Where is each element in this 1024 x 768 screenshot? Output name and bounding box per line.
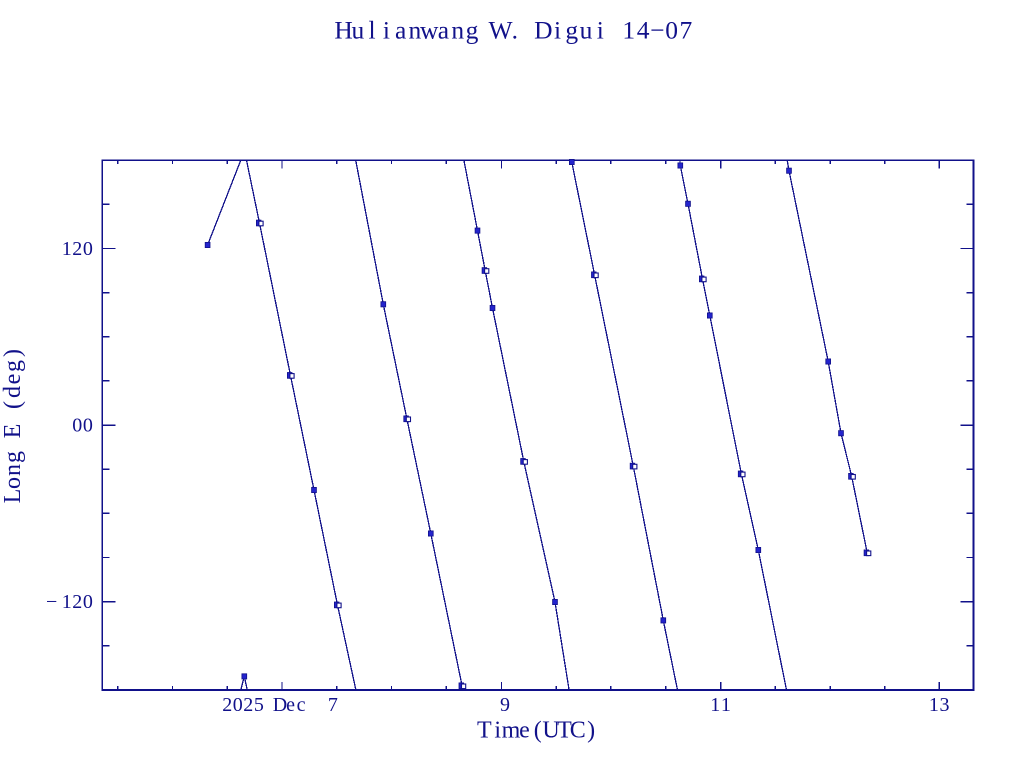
svg-text:L: L [0,489,26,504]
svg-text:(: ( [0,401,26,409]
svg-text:1: 1 [62,238,72,260]
svg-text:l: l [369,16,376,45]
svg-text:−: − [650,16,664,45]
svg-text:): ) [0,349,26,357]
svg-text:(: ( [534,718,542,744]
svg-text:H: H [334,16,352,45]
svg-text:e: e [0,374,26,385]
svg-text:c: c [297,694,306,716]
svg-text:T: T [557,718,572,744]
svg-text:2: 2 [72,238,82,260]
svg-text:a: a [438,16,449,45]
svg-text:9: 9 [500,694,510,716]
svg-text:1: 1 [622,16,635,45]
svg-text:E: E [0,424,26,439]
svg-text:g: g [565,16,578,45]
svg-text:o: o [0,477,26,489]
svg-text:i: i [597,16,604,45]
svg-text:D: D [534,16,552,45]
svg-text:u: u [580,16,593,45]
svg-text:0: 0 [83,238,93,260]
svg-text:i: i [494,718,501,744]
svg-text:g: g [466,16,479,45]
svg-text:7: 7 [328,694,338,716]
svg-text:2: 2 [222,694,232,716]
svg-text:g: g [0,451,26,463]
svg-text:u: u [352,16,365,45]
svg-text:1: 1 [721,694,731,716]
svg-text:1: 1 [62,591,72,613]
svg-text:T: T [477,718,492,744]
svg-text:d: d [0,386,26,398]
svg-text:0: 0 [665,16,678,45]
svg-text:m: m [502,718,521,744]
svg-text:W: W [488,16,513,45]
svg-text:U: U [542,718,559,744]
svg-text:.: . [512,16,518,45]
svg-text:C: C [570,718,586,744]
svg-text:−: − [46,591,57,613]
svg-text:0: 0 [72,415,82,437]
svg-text:4: 4 [637,16,650,45]
svg-text:3: 3 [940,694,950,716]
svg-text:e: e [519,718,530,744]
svg-text:0: 0 [83,415,93,437]
svg-text:1: 1 [929,694,939,716]
svg-text:0: 0 [83,591,93,613]
svg-text:7: 7 [680,16,693,45]
svg-text:1: 1 [710,694,720,716]
svg-text:n: n [409,16,422,45]
svg-text:i: i [383,16,390,45]
svg-text:g: g [0,360,26,372]
svg-text:n: n [0,464,26,476]
svg-text:e: e [286,694,295,716]
svg-text:D: D [273,694,287,716]
svg-text:n: n [451,16,464,45]
svg-text:a: a [395,16,406,45]
svg-text:w: w [420,16,439,45]
svg-text:2: 2 [243,694,253,716]
svg-text:2: 2 [72,591,82,613]
svg-text:5: 5 [254,694,264,716]
svg-text:): ) [587,718,595,744]
svg-text:i: i [554,16,561,45]
svg-text:0: 0 [233,694,243,716]
